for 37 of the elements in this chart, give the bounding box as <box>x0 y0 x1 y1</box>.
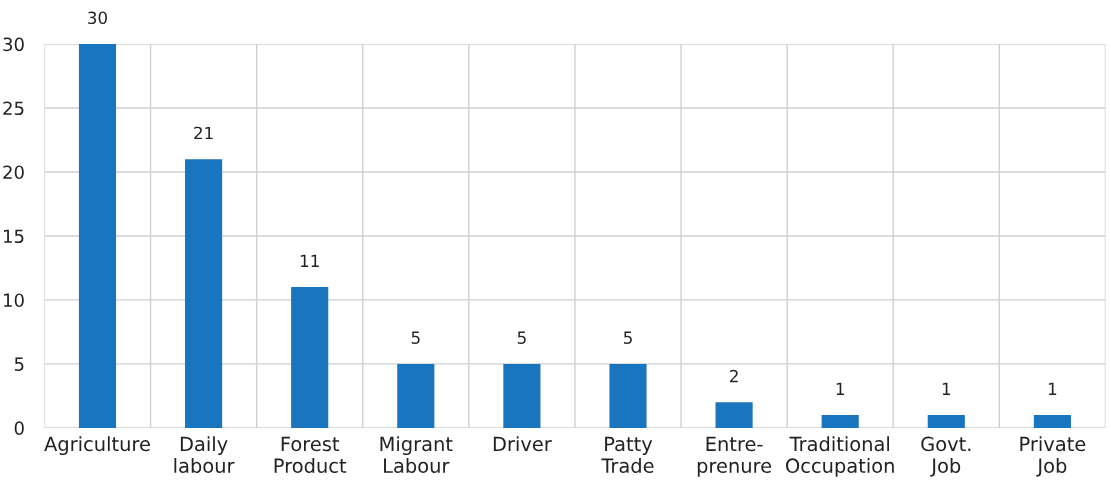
data-label: 21 <box>194 126 213 140</box>
data-label: 11 <box>300 254 319 267</box>
x-tick-label: Forest Product <box>274 436 347 474</box>
y-tick-label: 0 <box>14 421 24 435</box>
x-tick-label: Agriculture <box>44 436 150 456</box>
data-label: 5 <box>517 331 526 344</box>
bar <box>185 159 223 428</box>
x-tick-label: Traditional Occupation <box>786 436 894 477</box>
x-tick-label: Patty Trade <box>601 436 654 474</box>
bar <box>291 287 329 428</box>
x-tick-label: Govt. Job <box>921 436 971 477</box>
x-tick-label: Migrant Labour <box>380 436 453 474</box>
y-tick-label: 25 <box>3 101 24 116</box>
bar <box>715 402 753 428</box>
x-tick-label: Daily labour <box>174 436 235 474</box>
y-tick-label: 30 <box>3 37 24 52</box>
x-tick-label: Private Job <box>1020 436 1086 477</box>
bar <box>397 363 435 428</box>
data-label: 30 <box>88 11 107 25</box>
bar <box>503 363 541 428</box>
y-tick-label: 10 <box>4 293 24 308</box>
data-label: 5 <box>411 331 420 344</box>
data-label: 1 <box>942 382 951 395</box>
data-label: 1 <box>836 382 844 395</box>
bar <box>1033 415 1071 428</box>
y-tick-label: 20 <box>3 165 24 180</box>
bar <box>78 44 117 428</box>
bar <box>821 415 859 428</box>
data-label: 5 <box>623 331 632 344</box>
y-tick-label: 15 <box>4 229 24 244</box>
bar <box>927 415 965 428</box>
x-tick-label: Entre- prenure <box>697 436 772 477</box>
x-tick-label: Driver <box>493 436 552 452</box>
data-label: 1 <box>1048 382 1057 395</box>
y-tick-label: 5 <box>14 357 24 372</box>
bar <box>609 363 647 428</box>
data-label: 2 <box>730 369 738 383</box>
